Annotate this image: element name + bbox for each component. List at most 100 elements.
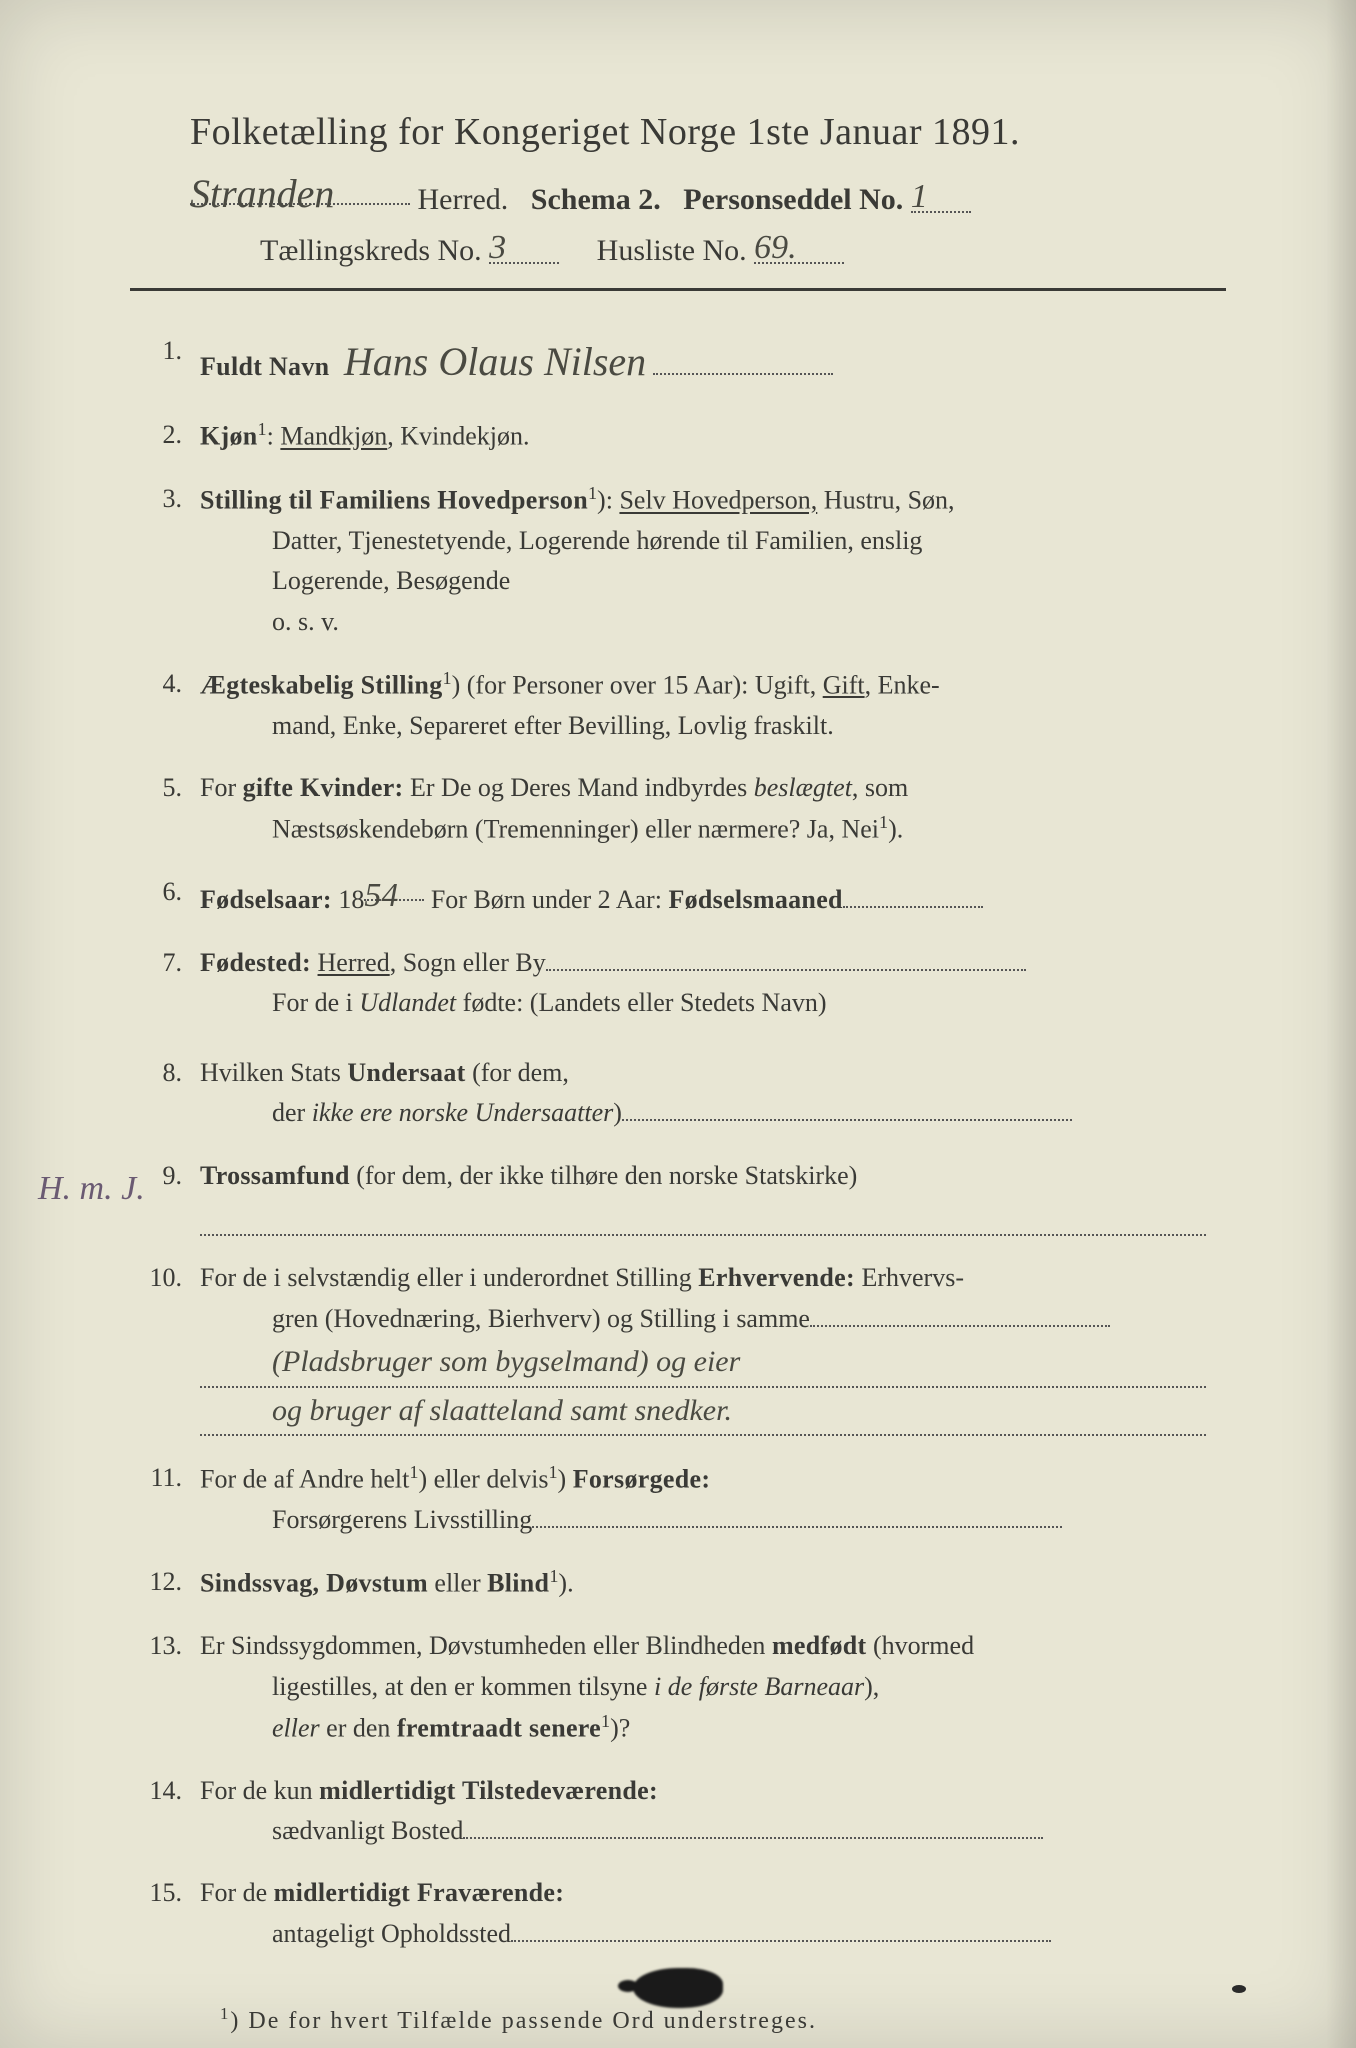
item-number: 14. xyxy=(140,1771,200,1852)
dotted-fill xyxy=(622,1119,1072,1121)
herred-name-hand: Stranden xyxy=(190,171,334,216)
item-3: 3. Stilling til Familiens Hovedperson1):… xyxy=(140,479,1226,642)
italic-text: i de første Barneaar xyxy=(654,1672,864,1701)
item-4: 4. Ægteskabelig Stilling1) (for Personer… xyxy=(140,664,1226,746)
footnote-ref: 1 xyxy=(601,1711,610,1731)
footnote-ref: 1 xyxy=(258,419,267,439)
occupation-hand-1: (Pladsbruger som bygselmand) og eier xyxy=(200,1339,1206,1388)
item-number: 7. xyxy=(140,943,200,1024)
field-label: Trossamfund xyxy=(200,1161,350,1190)
name-hand: Hans Olaus Nilsen xyxy=(344,339,646,384)
item-body: For de kun midlertidigt Tilstedeværende:… xyxy=(200,1771,1226,1852)
continuation: sædvanligt Bosted xyxy=(200,1811,1206,1851)
item-number: 15. xyxy=(140,1873,200,1954)
field-label-2: fremtraadt senere xyxy=(397,1714,601,1743)
item-number: 2. xyxy=(140,415,200,457)
footnote-ref: 1 xyxy=(443,668,452,688)
personseddel-label: Personseddel No. xyxy=(683,183,903,216)
header-rule xyxy=(130,288,1226,291)
occupation-hand-2: og bruger af slaatteland samt snedker. xyxy=(200,1388,1206,1437)
continuation: antageligt Opholdssted xyxy=(200,1914,1206,1954)
item-number: 8. xyxy=(140,1053,200,1134)
field-label: midlertidigt Fraværende: xyxy=(274,1878,565,1907)
field-label: Fødested: xyxy=(200,948,311,977)
husliste-no-hand: 69. xyxy=(754,229,797,266)
continuation: Forsørgerens Livsstilling xyxy=(200,1500,1206,1540)
field-label-2: Fødselsmaaned xyxy=(668,885,842,914)
form-title: Folketælling for Kongeriget Norge 1ste J… xyxy=(190,110,1226,154)
dotted-fill xyxy=(653,373,833,375)
field-label: Stilling til Familiens Hovedperson xyxy=(200,486,588,515)
item-11: 11. For de af Andre helt1) eller delvis1… xyxy=(140,1458,1226,1540)
kreds-no-hand: 3 xyxy=(489,229,506,266)
field-label-2: Blind xyxy=(487,1569,549,1598)
continuation: For de i Udlandet fødte: (Landets eller … xyxy=(200,983,1206,1023)
item-number: 13. xyxy=(140,1626,200,1749)
continuation: ligestilles, at den er kommen tilsyne i … xyxy=(200,1667,1206,1707)
item-body: Ægteskabelig Stilling1) (for Personer ov… xyxy=(200,664,1226,746)
item-number: 12. xyxy=(140,1562,200,1604)
item-number: 10. xyxy=(140,1258,200,1436)
item-13: 13. Er Sindssygdommen, Døvstumheden elle… xyxy=(140,1626,1226,1749)
item-body: Fuldt Navn Hans Olaus Nilsen xyxy=(200,331,1226,393)
item-5: 5. For gifte Kvinder: Er De og Deres Man… xyxy=(140,768,1226,850)
item-6: 6. Fødselsaar: 1854 For Børn under 2 Aar… xyxy=(140,872,1226,920)
footnote-ref: 1 xyxy=(548,1462,557,1482)
item-body: For gifte Kvinder: Er De og Deres Mand i… xyxy=(200,768,1226,850)
continuation: Næstsøskendebørn (Tremenninger) eller næ… xyxy=(200,808,1206,850)
field-label: Ægteskabelig Stilling xyxy=(200,670,443,699)
field-label: Undersaat xyxy=(347,1058,465,1087)
item-body: Hvilken Stats Undersaat (for dem, der ik… xyxy=(200,1053,1226,1134)
ink-blotch xyxy=(633,1968,723,2008)
item-number: 5. xyxy=(140,768,200,850)
field-label: Fuldt Navn xyxy=(200,352,329,381)
field-label: Erhvervende: xyxy=(698,1263,855,1292)
item-body: Sindssvag, Døvstum eller Blind1). xyxy=(200,1562,1226,1604)
item-9: 9. Trossamfund (for dem, der ikke tilhør… xyxy=(140,1156,1226,1237)
item-1: 1. Fuldt Navn Hans Olaus Nilsen xyxy=(140,331,1226,393)
underlined-choice: Selv Hovedperson, xyxy=(619,486,817,515)
footnote-text: ) De for hvert Tilfælde passende Ord und… xyxy=(230,2008,817,2034)
item-number: 1. xyxy=(140,331,200,393)
footnote-marker: 1 xyxy=(220,2004,230,2023)
item-body: For de i selvstændig eller i underordnet… xyxy=(200,1258,1226,1436)
dotted-fill xyxy=(843,906,983,908)
item-body: Er Sindssygdommen, Døvstumheden eller Bl… xyxy=(200,1626,1226,1749)
continuation: Datter, Tjenestetyende, Logerende hørend… xyxy=(200,521,1206,561)
field-label: Forsørgede: xyxy=(573,1465,711,1494)
item-body: Fødested: Herred, Sogn eller By For de i… xyxy=(200,943,1226,1024)
item-body: For de af Andre helt1) eller delvis1) Fo… xyxy=(200,1458,1226,1540)
italic-text: Udlandet xyxy=(359,988,456,1017)
continuation: o. s. v. xyxy=(200,602,1206,642)
kreds-label: Tællingskreds No. xyxy=(260,234,482,267)
field-label: gifte Kvinder: xyxy=(243,773,404,802)
field-label: Kjøn xyxy=(200,422,258,451)
item-2: 2. Kjøn1: Mandkjøn, Kvindekjøn. xyxy=(140,415,1226,457)
field-label: midlertidigt Tilstedeværende: xyxy=(319,1776,658,1805)
continuation: gren (Hovednæring, Bierhverv) og Stillin… xyxy=(200,1299,1206,1339)
item-body: Stilling til Familiens Hovedperson1): Se… xyxy=(200,479,1226,642)
field-label: medfødt xyxy=(772,1631,867,1660)
census-form-page: Folketælling for Kongeriget Norge 1ste J… xyxy=(0,0,1356,2048)
continuation: mand, Enke, Separeret efter Bevilling, L… xyxy=(200,706,1206,746)
footnote-ref: 1 xyxy=(588,483,597,503)
italic-text: ikke ere norske Undersaatter xyxy=(312,1098,614,1127)
personseddel-no-hand: 1 xyxy=(911,178,928,215)
field-label: Sindssvag, Døvstum xyxy=(200,1569,428,1598)
item-body: Fødselsaar: 1854 For Børn under 2 Aar: F… xyxy=(200,872,1226,920)
dotted-fill xyxy=(532,1526,1062,1528)
margin-annotation: H. m. J. xyxy=(38,1170,145,1208)
item-number: 9. xyxy=(140,1156,200,1237)
underlined-choice: Mandkjøn xyxy=(280,422,387,451)
item-15: 15. For de midlertidigt Fraværende: anta… xyxy=(140,1873,1226,1954)
dotted-fill xyxy=(546,969,1026,971)
herred-label: Herred. xyxy=(418,183,509,216)
italic-text: beslægtet xyxy=(754,773,852,802)
item-body: For de midlertidigt Fraværende: antageli… xyxy=(200,1873,1226,1954)
birthyear-hand: 54 xyxy=(364,877,398,914)
dotted-fill xyxy=(463,1837,1043,1839)
footnote: 1) De for hvert Tilfælde passende Ord un… xyxy=(130,2004,1226,2035)
item-10: 10. For de i selvstændig eller i underor… xyxy=(140,1258,1226,1436)
continuation: Logerende, Besøgende xyxy=(200,561,1206,601)
continuation: eller er den fremtraadt senere1)? xyxy=(200,1707,1206,1749)
